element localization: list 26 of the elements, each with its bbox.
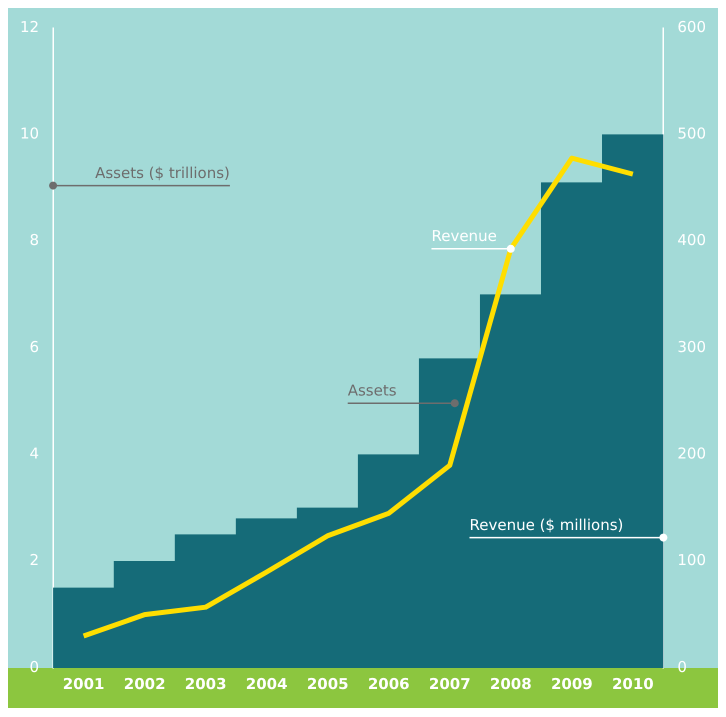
x-tick-label: 2010: [612, 674, 654, 693]
y-tick-label: 12: [20, 18, 40, 36]
x-tick-label: 2007: [428, 674, 471, 693]
y2-tick-label: 600: [677, 18, 706, 36]
x-tick-label: 2001: [62, 674, 104, 693]
y-tick-label: 10: [20, 124, 40, 143]
x-tick-label: 2006: [368, 674, 410, 693]
y2-tick-label: 300: [677, 338, 706, 356]
y-tick-label: 4: [30, 444, 40, 463]
y2-tick-label: 200: [677, 444, 706, 463]
y2-axis-title: Revenue ($ millions): [469, 516, 624, 534]
y2-tick-label: 400: [677, 231, 706, 250]
y2-tick-label: 500: [677, 124, 706, 143]
y-tick-label: 2: [30, 551, 40, 570]
series-label: Revenue: [431, 227, 497, 246]
x-tick-label: 2005: [306, 674, 349, 693]
x-tick-label: 2009: [550, 674, 593, 693]
x-tick-label: 2002: [124, 674, 166, 693]
y-tick-label: 8: [30, 231, 40, 250]
y-axis-title: Assets ($ trillions): [95, 164, 230, 182]
x-tick-label: 2004: [246, 674, 288, 693]
y-tick-label: 6: [30, 338, 40, 356]
x-tick-label: 2008: [490, 674, 532, 693]
series-label: Assets: [348, 382, 397, 400]
y2-tick-label: 100: [677, 551, 706, 570]
x-tick-label: 2003: [184, 674, 227, 693]
